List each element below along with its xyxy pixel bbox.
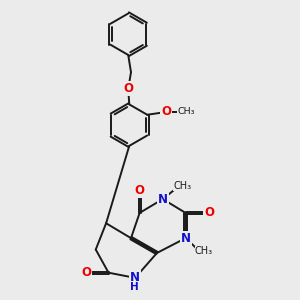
Text: CH₃: CH₃ <box>173 181 191 191</box>
Text: O: O <box>161 106 171 118</box>
Text: N: N <box>181 232 190 244</box>
Text: O: O <box>81 266 92 279</box>
Text: O: O <box>135 184 145 196</box>
Text: N: N <box>130 272 140 284</box>
Text: O: O <box>123 82 133 95</box>
Text: N: N <box>158 193 168 206</box>
Text: CH₃: CH₃ <box>194 246 213 256</box>
Text: O: O <box>204 206 214 219</box>
Text: H: H <box>130 281 139 292</box>
Text: CH₃: CH₃ <box>178 107 195 116</box>
